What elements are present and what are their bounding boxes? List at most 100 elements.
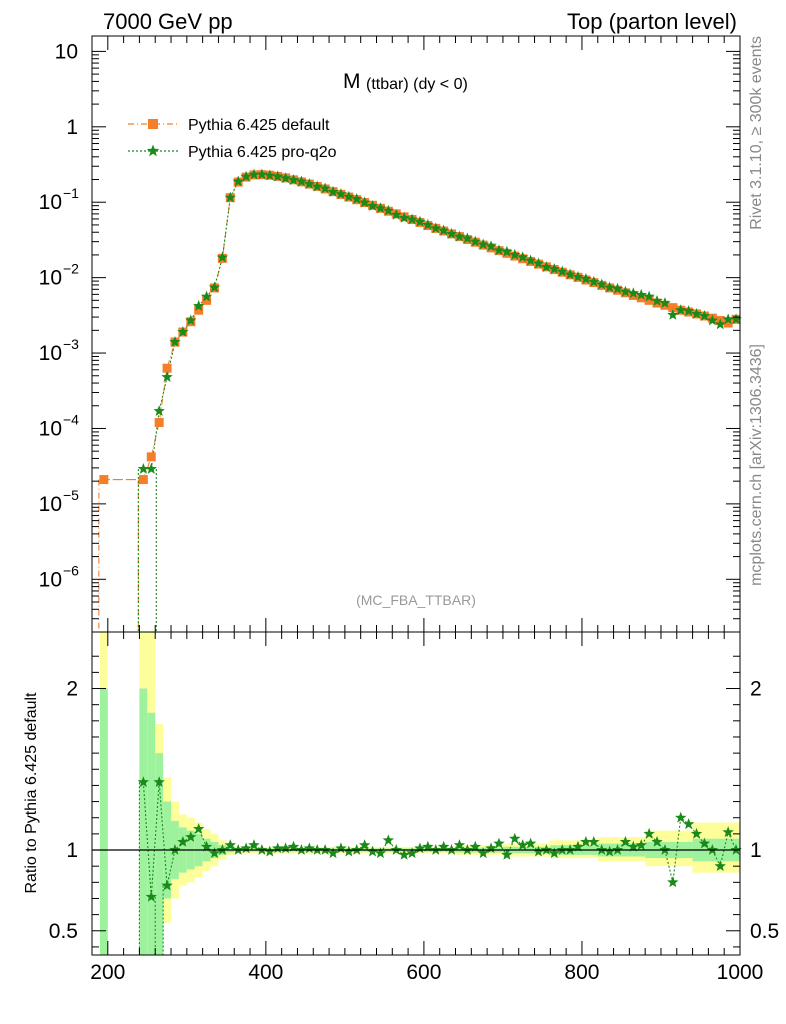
marker-proq2o [406, 213, 418, 225]
y-tick-label: 1 [66, 116, 78, 139]
ratio-marker [635, 839, 647, 851]
ratio-axes: 2 2 1 1 0.5 0.5 200 400 600 800 1000 [49, 631, 779, 984]
ratio-marker [303, 842, 316, 854]
marker-proq2o [501, 245, 513, 257]
y-tick-exponent: −1 [63, 185, 79, 201]
marker-proq2o [532, 257, 545, 269]
marker-proq2o [279, 172, 292, 184]
ratio-marker [548, 847, 560, 859]
ratio-marker [437, 840, 450, 852]
marker-proq2o [588, 275, 600, 287]
main-series-layer [98, 168, 742, 632]
marker-proq2o [374, 202, 387, 214]
marker-proq2o [272, 170, 284, 182]
marker-proq2o [287, 174, 300, 185]
series-proq2o-line [143, 173, 737, 470]
marker-proq2o [382, 204, 395, 216]
marker-proq2o [675, 304, 687, 316]
ratio-marker [485, 842, 497, 854]
marker-proq2o [358, 196, 371, 208]
ratio-y-tick-label: 0.5 [49, 920, 78, 943]
marker-proq2o [580, 272, 592, 284]
marker-proq2o [327, 185, 339, 197]
marker-proq2o [224, 191, 236, 203]
marker-proq2o [192, 300, 205, 311]
ratio-marker [161, 879, 173, 891]
marker-proq2o [232, 175, 244, 187]
ratio-marker [240, 842, 252, 854]
ratio-y-tick-label-right: 0.5 [750, 920, 779, 943]
marker-proq2o [556, 265, 568, 277]
ratio-marker [287, 840, 300, 852]
ratio-marker [651, 835, 663, 847]
marker-proq2o [461, 232, 474, 244]
marker-proq2o [256, 168, 268, 180]
ratio-marker [335, 842, 347, 854]
marker-default [202, 295, 212, 305]
marker-proq2o [414, 215, 426, 227]
marker-proq2o [295, 175, 308, 187]
marker-proq2o [714, 318, 726, 330]
marker-default [162, 363, 172, 373]
marker-proq2o [667, 308, 679, 320]
marker-proq2o [469, 235, 481, 247]
ratio-marker [422, 840, 434, 852]
ratio-marker [366, 845, 379, 857]
y-tick-exponent: −5 [63, 487, 79, 503]
marker-proq2o [216, 251, 229, 263]
marker-proq2o [659, 297, 671, 308]
marker-proq2o [343, 190, 355, 202]
marker-proq2o [208, 281, 221, 293]
marker-proq2o [335, 188, 347, 199]
marker-proq2o [145, 463, 157, 474]
marker-proq2o [422, 218, 434, 230]
ratio-marker [248, 839, 260, 851]
ratio-y-tick-label-right: 1 [750, 839, 762, 862]
rivet-label: Rivet 3.1.10, ≥ 300k events [748, 36, 765, 230]
ratio-marker [603, 845, 616, 857]
ratio-marker [627, 840, 640, 852]
marker-proq2o [722, 313, 734, 325]
y-tick-exponent: −3 [63, 336, 79, 352]
marker-proq2o [627, 287, 640, 299]
ratio-marker [145, 890, 157, 902]
plot-title-main: M [343, 70, 361, 93]
ratio-marker [572, 840, 584, 852]
ratio-marker [327, 847, 339, 859]
marker-proq2o [248, 168, 260, 180]
ratio-marker [698, 837, 711, 849]
marker-proq2o [524, 254, 537, 266]
ratio-marker [580, 835, 592, 847]
marker-proq2o [477, 238, 489, 250]
ratio-marker [374, 847, 387, 859]
marker-default [723, 318, 733, 328]
legend-marker-default [148, 119, 158, 129]
marker-proq2o [319, 182, 331, 194]
ratio-marker [722, 826, 734, 838]
ratio-ylabel: Ratio to Pythia 6.425 default [23, 692, 40, 894]
ratio-band-inner [147, 712, 156, 955]
marker-proq2o [161, 371, 173, 382]
y-tick-exponent: −4 [63, 411, 79, 427]
x-tick-label: 400 [248, 961, 283, 984]
marker-proq2o [643, 290, 655, 302]
legend-label-default: Pythia 6.425 default [188, 117, 330, 134]
ratio-band-inner [155, 753, 164, 955]
ratio-band-inner [99, 688, 108, 955]
y-tick-label: 10 [55, 40, 78, 63]
marker-proq2o [619, 285, 632, 297]
ratio-y-tick-label: 2 [66, 678, 78, 701]
ratio-marker [406, 847, 418, 859]
marker-proq2o [485, 240, 497, 252]
ratio-marker [516, 839, 529, 851]
ratio-marker [509, 832, 521, 844]
legend-marker-proq2o [146, 144, 160, 157]
marker-proq2o [603, 281, 616, 293]
marker-proq2o [366, 200, 379, 211]
ratio-marker [358, 839, 371, 851]
marker-proq2o [351, 193, 363, 204]
x-tick-label: 200 [90, 961, 125, 984]
ratio-marker [714, 860, 726, 872]
ratio-marker [667, 876, 679, 888]
mcplots-label: mcplots.cern.ch [arXiv:1306.3436] [748, 344, 765, 586]
